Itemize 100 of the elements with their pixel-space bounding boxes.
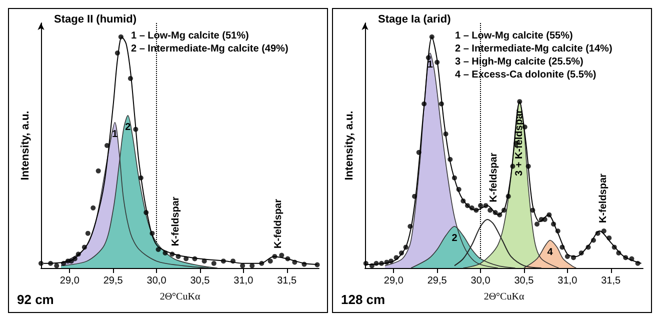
annotation: K-feldspar xyxy=(598,173,610,224)
annotation: 2 – Intermediate-Mg calcite (49%) xyxy=(131,44,288,54)
point xyxy=(363,260,368,266)
point xyxy=(629,256,634,262)
point xyxy=(133,126,138,132)
point xyxy=(571,255,576,260)
point xyxy=(408,224,413,229)
point xyxy=(612,244,617,250)
point xyxy=(502,208,506,213)
point xyxy=(259,260,264,266)
x-tick-label: 31,0 xyxy=(558,276,578,286)
point xyxy=(452,175,457,180)
x-tick-label: 29,0 xyxy=(60,276,80,286)
point xyxy=(564,254,570,259)
point xyxy=(68,258,74,264)
point xyxy=(448,156,453,162)
point xyxy=(474,208,479,213)
annotation: 1 – Low-Mg calcite (51%) xyxy=(131,30,249,42)
x-tick-label: 30,0 xyxy=(470,276,491,286)
point xyxy=(586,244,591,250)
x-tick-label: 31,5 xyxy=(277,276,298,286)
point xyxy=(623,255,628,260)
point xyxy=(394,255,399,260)
point xyxy=(465,203,470,208)
point xyxy=(76,252,81,257)
point xyxy=(560,244,565,250)
point xyxy=(162,250,168,256)
point xyxy=(90,205,96,210)
point xyxy=(384,260,390,265)
point xyxy=(492,210,498,216)
x-tick-label: 29,5 xyxy=(103,276,124,286)
point xyxy=(595,230,600,236)
point xyxy=(379,260,384,266)
point xyxy=(268,258,273,264)
point xyxy=(497,212,502,218)
annotation: K-feldspar xyxy=(273,198,284,248)
point xyxy=(551,222,556,227)
point xyxy=(469,205,474,210)
point xyxy=(104,143,110,148)
annotation: 2 – Intermediate-Mg calcite (14%) xyxy=(455,44,612,54)
y-axis-title: Intensity, a.u. xyxy=(20,110,32,180)
point xyxy=(616,250,622,256)
point xyxy=(48,260,54,266)
annotation: 4 xyxy=(547,246,554,258)
text: 92 cm xyxy=(17,292,54,307)
point xyxy=(478,203,484,208)
point xyxy=(144,210,149,216)
point xyxy=(176,254,181,259)
point xyxy=(128,76,133,81)
x-tick-label: 30,0 xyxy=(146,276,167,286)
annotation: 1 xyxy=(427,60,434,71)
point xyxy=(506,194,511,199)
point xyxy=(54,263,60,268)
annotation: K-feldspar xyxy=(170,196,182,246)
point xyxy=(530,208,536,213)
point xyxy=(85,230,90,236)
annotation: 3 – High-Mg calcite (25.5%) xyxy=(455,56,584,68)
point xyxy=(434,60,440,65)
annotation: 2 xyxy=(452,232,458,244)
annotation: 3 + K-feldspar xyxy=(514,109,526,176)
point xyxy=(184,256,189,262)
point xyxy=(285,256,290,262)
point xyxy=(202,258,207,264)
annotation: 4 – Excess-Ca dolonite (5.5%) xyxy=(455,70,596,80)
point xyxy=(546,212,552,218)
point xyxy=(230,258,236,264)
point xyxy=(138,175,144,180)
point xyxy=(240,263,246,268)
point xyxy=(443,131,448,136)
point xyxy=(192,256,198,262)
y-axis-title: Intensity, a.u. xyxy=(344,110,356,180)
point xyxy=(590,238,596,243)
annotation: 2 xyxy=(125,122,132,133)
point xyxy=(150,230,155,236)
chart-title: Stage Ia (arid) xyxy=(378,14,452,26)
x-tick-label: 29,0 xyxy=(384,276,404,286)
point xyxy=(398,250,404,256)
point xyxy=(578,250,584,256)
point xyxy=(488,208,493,213)
point xyxy=(460,198,466,204)
point xyxy=(517,99,522,104)
point xyxy=(170,252,175,257)
chart-title: Stage II (humid) xyxy=(54,14,137,26)
point xyxy=(606,235,612,240)
x-tick-label: 30,5 xyxy=(190,276,210,286)
point xyxy=(555,228,560,234)
point xyxy=(272,254,278,259)
point xyxy=(416,150,422,155)
point xyxy=(438,101,444,106)
point xyxy=(220,258,226,264)
point xyxy=(314,262,320,268)
point xyxy=(302,262,307,267)
point xyxy=(388,258,394,264)
point xyxy=(534,222,540,227)
point xyxy=(279,252,284,258)
point xyxy=(118,34,124,40)
point xyxy=(542,216,548,222)
point xyxy=(156,247,161,252)
x-axis-title: 2Θ°CuKα xyxy=(160,292,201,302)
point xyxy=(292,260,298,265)
